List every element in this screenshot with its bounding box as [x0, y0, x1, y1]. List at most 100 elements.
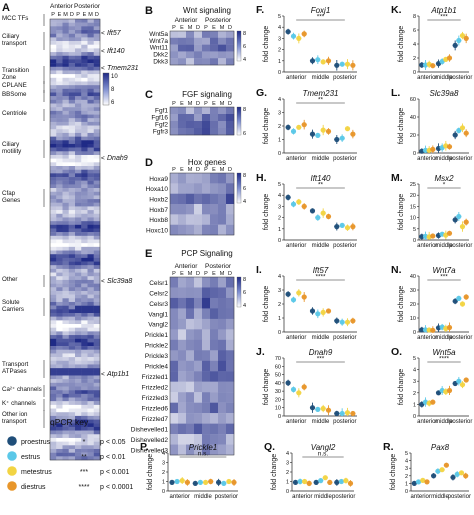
heatmap-a-cell: [87, 188, 94, 192]
heatmap-a-row-label: Other: [2, 276, 17, 283]
y-tick-label: 2: [278, 48, 281, 54]
heatmap-row-label: Wnt7a: [149, 38, 168, 45]
heatmap-a-cell: [56, 202, 63, 207]
heatmap-a-cell: [87, 217, 94, 222]
heatmap-a-cell: [93, 265, 101, 270]
legend-label-diestrus: diestrus: [21, 484, 46, 491]
heatmap-a-cell: [62, 235, 69, 240]
heatmap-a-cell: [50, 88, 57, 93]
heatmap-cell: [218, 308, 227, 320]
heatmap-cell: [178, 58, 187, 66]
heatmap-a-cell: [62, 279, 69, 284]
heatmap-a-cell: [81, 22, 88, 27]
heatmap-cell: [186, 402, 195, 414]
heatmap-cell: [194, 214, 203, 225]
heatmap-a-cell: [93, 404, 101, 409]
heatmap-a-cell: [62, 294, 69, 299]
heatmap-a-cell: [50, 268, 57, 273]
heatmap-a-cell: [87, 114, 94, 119]
heatmap-a-cell: [50, 110, 57, 115]
sig-label: ***: [317, 14, 325, 21]
heatmap-a-cell: [56, 335, 63, 339]
y-tick-label: 3: [278, 204, 281, 210]
heatmap-a-cell: [68, 371, 76, 376]
x-tick-label: middle: [435, 243, 453, 249]
heatmap-a-cell: [68, 103, 76, 108]
heatmap-a-cell: [75, 154, 82, 159]
data-point: [446, 230, 453, 236]
heatmap-a-cell: [56, 125, 63, 130]
heatmap-cell: [170, 214, 179, 225]
data-point: [296, 124, 302, 130]
heatmap-a-cell: [93, 360, 101, 365]
heatmap-cell: [218, 107, 227, 115]
heatmap-a-cell: [81, 423, 88, 428]
heatmap-a-cell: [87, 30, 94, 34]
heatmap-cell: [186, 58, 195, 66]
heatmap-a-cell: [68, 191, 76, 196]
stage-header: P: [172, 271, 176, 277]
heatmap-a-cell: [87, 426, 94, 431]
heatmap-a-cell: [87, 33, 94, 38]
heatmap-a-callout-gene: Atp1b1: [106, 371, 129, 378]
heatmap-a-cell: [62, 456, 69, 461]
data-point: [296, 35, 302, 42]
heatmap-cell: [170, 434, 179, 445]
y-tick-label: 0: [413, 151, 416, 157]
legend-dot-estrus: [7, 451, 17, 461]
heatmap-a-scale-tick: 8: [111, 87, 115, 93]
heatmap-a-cell: [93, 30, 101, 34]
heatmap-a-cell: [93, 316, 101, 321]
heatmap-a-cell: [56, 132, 63, 137]
legend-dot-metestrus: [7, 466, 17, 476]
heatmap-a-cell: [62, 353, 69, 358]
heatmap-cell: [210, 392, 219, 403]
heatmap-a-cell: [87, 70, 94, 75]
heatmap-a-cell: [62, 364, 69, 369]
heatmap-a-cell: [50, 114, 57, 119]
heatmap-a-cell: [62, 169, 69, 174]
data-point: [318, 478, 324, 484]
data-point: [463, 219, 469, 225]
heatmap-a-cell: [81, 121, 88, 126]
heatmap-a-cell: [75, 129, 82, 134]
heatmap-cell: [186, 277, 195, 288]
heatmap-a-cell: [87, 66, 94, 71]
heatmap-a-cell: [87, 364, 94, 369]
heatmap-cell: [202, 402, 211, 414]
heatmap-a-cell: [68, 228, 76, 233]
heatmap-a-cell: [68, 430, 76, 435]
heatmap-row-label: Frizzled3: [142, 395, 169, 402]
heatmap-a-cell: [81, 268, 88, 273]
heatmap-a-cell: [93, 445, 101, 450]
y-tick-label: 20: [410, 193, 416, 199]
y-tick-label: 4: [413, 42, 416, 48]
heatmap-a-cell: [68, 44, 76, 49]
heatmap-a-cell: [62, 261, 69, 266]
heatmap-a-cell: [56, 30, 63, 34]
heatmap-cell: [210, 214, 219, 225]
heatmap-row-label: Dkk3: [153, 58, 168, 65]
heatmap-a-cell: [56, 287, 63, 292]
heatmap-a-cell: [56, 154, 63, 159]
data-point: [419, 234, 425, 240]
heatmap-row-label: Celsr3: [149, 301, 168, 308]
heatmap-a-cell: [75, 430, 82, 435]
heatmap-cell: [186, 51, 195, 59]
heatmap-cell: [186, 44, 195, 52]
heatmap-a-callout-arrow: <: [101, 155, 105, 162]
heatmap-cell: [210, 297, 219, 309]
heatmap-a-cell: [68, 327, 76, 332]
legend-sig-stars: ***: [80, 469, 88, 476]
heatmap-a-cell: [50, 210, 57, 214]
heatmap-a-cell: [62, 349, 69, 354]
heatmap-a-cell: [75, 210, 82, 214]
heatmap-a-cell: [93, 290, 101, 295]
heatmap-a-stage-header: D: [70, 12, 74, 18]
x-tick-label: posterior: [333, 419, 356, 425]
x-tick-label: middle: [312, 243, 330, 249]
stage-header: E: [180, 271, 184, 277]
